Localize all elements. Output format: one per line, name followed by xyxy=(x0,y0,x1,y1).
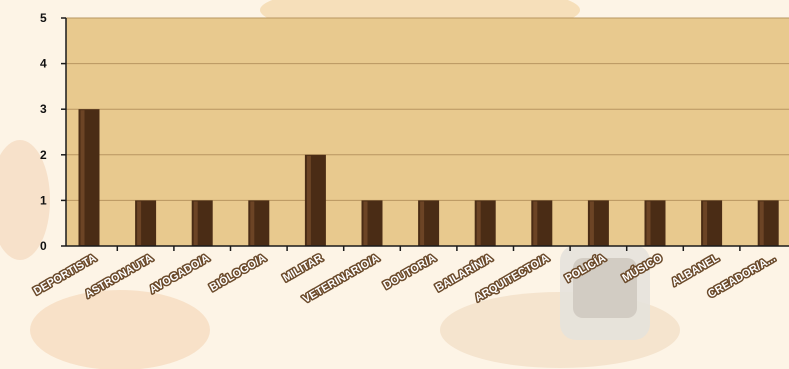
x-category-label: BIÓLOGO/A xyxy=(207,251,268,294)
bars xyxy=(78,109,779,246)
bar-highlight xyxy=(193,201,198,245)
bar-highlight xyxy=(703,201,708,245)
x-axis-ticks xyxy=(116,246,741,251)
bar-highlight xyxy=(533,201,538,245)
y-tick-label: 4 xyxy=(40,57,47,71)
bar-highlight xyxy=(80,110,85,245)
bar-highlight xyxy=(759,201,764,245)
y-tick-label: 5 xyxy=(40,11,47,25)
bar-highlight xyxy=(306,155,311,245)
x-category-label: MILITAR xyxy=(281,252,325,284)
bar-highlight xyxy=(646,201,651,245)
y-tick-label: 3 xyxy=(40,102,47,116)
y-axis-ticks: 0 1 2 3 4 5 xyxy=(40,11,66,253)
x-category-label: ALBANEL xyxy=(670,252,722,289)
bar-highlight xyxy=(589,201,594,245)
y-tick-label: 2 xyxy=(40,148,47,162)
x-category-label: MÚSICO xyxy=(620,251,665,284)
bar-highlight xyxy=(137,201,142,245)
x-category-label: AVOGADO/A xyxy=(148,252,212,296)
bar-highlight xyxy=(250,201,255,245)
bar-highlight xyxy=(420,201,425,245)
x-category-label: POLICÍA xyxy=(563,251,608,285)
bar-highlight xyxy=(476,201,481,245)
y-tick-label: 1 xyxy=(40,193,47,207)
x-category-label: DOUTOR/A xyxy=(381,252,438,292)
y-tick-label: 0 xyxy=(40,239,47,253)
bar-highlight xyxy=(363,201,368,245)
